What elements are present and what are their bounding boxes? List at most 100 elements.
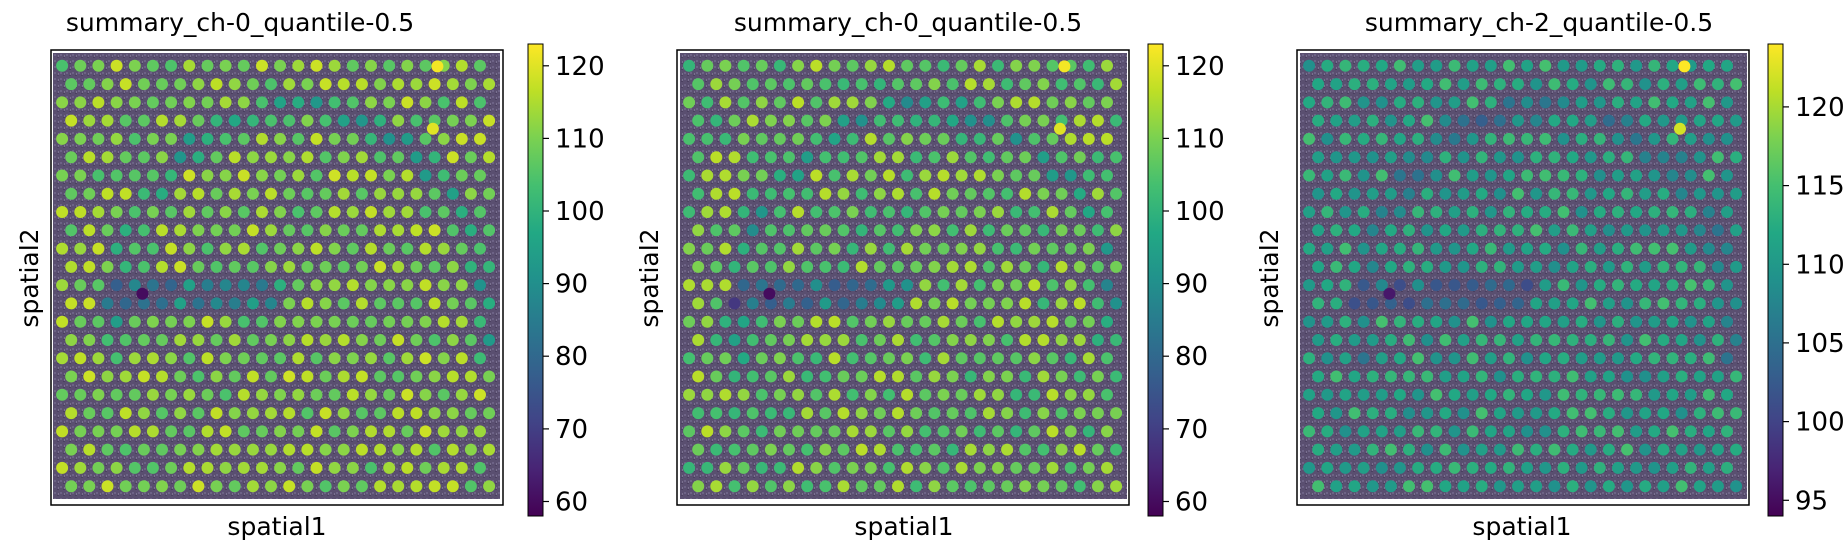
spot <box>846 279 859 292</box>
spot <box>274 169 287 182</box>
colorbar-tick-label: 100 <box>1175 197 1225 227</box>
spot <box>1439 187 1452 200</box>
spot <box>701 96 714 109</box>
spot <box>1321 352 1334 365</box>
spot <box>964 187 977 200</box>
spot <box>819 370 832 383</box>
spot <box>137 443 150 456</box>
spot <box>1666 388 1679 401</box>
spot <box>1730 370 1743 383</box>
spot <box>192 443 205 456</box>
spot <box>401 425 414 438</box>
spot <box>701 425 714 438</box>
spot <box>1010 206 1023 218</box>
spot <box>483 224 496 237</box>
spot <box>955 206 968 218</box>
spot <box>228 224 241 237</box>
spot <box>1082 206 1095 218</box>
spot <box>701 132 714 145</box>
spot <box>455 279 468 292</box>
spot <box>1521 59 1534 72</box>
spot <box>455 242 468 255</box>
spot <box>156 114 168 127</box>
spot <box>1475 370 1488 383</box>
spot <box>56 206 69 218</box>
spot <box>801 407 814 420</box>
spot <box>210 334 223 346</box>
spot <box>274 242 287 255</box>
spot <box>1330 224 1343 237</box>
spot <box>1330 260 1343 273</box>
spot <box>1019 260 1032 273</box>
spot <box>837 224 850 237</box>
spot <box>383 59 396 72</box>
spot <box>328 352 341 365</box>
spot <box>982 407 995 420</box>
spot <box>1630 279 1643 292</box>
spot <box>992 59 1004 72</box>
spot <box>137 370 150 383</box>
spot <box>1001 334 1014 346</box>
spot <box>483 260 496 273</box>
spot <box>101 114 114 127</box>
spot <box>1493 224 1506 237</box>
spot <box>755 425 768 438</box>
spot <box>1001 480 1014 493</box>
spot <box>474 59 486 72</box>
spot <box>374 224 387 237</box>
spot <box>1557 132 1570 145</box>
spot <box>1019 78 1032 91</box>
spot <box>374 370 387 383</box>
spot <box>401 461 414 474</box>
spot <box>1330 187 1343 200</box>
spot <box>1657 151 1670 164</box>
spot <box>1421 370 1434 383</box>
spot <box>1684 242 1697 255</box>
spot <box>1366 480 1379 493</box>
spot <box>310 242 323 255</box>
spot <box>1064 242 1077 255</box>
spot <box>92 315 105 328</box>
spot <box>1684 132 1697 145</box>
spot <box>1366 334 1379 346</box>
spot <box>392 114 405 127</box>
spot <box>237 352 250 365</box>
spot <box>846 425 859 438</box>
spot <box>437 279 450 292</box>
spot <box>701 169 714 182</box>
spot <box>265 443 277 456</box>
spot <box>1321 388 1334 401</box>
spot <box>719 388 732 401</box>
spot <box>1430 279 1443 292</box>
spot <box>328 461 341 474</box>
spot <box>1593 132 1606 145</box>
spot <box>1493 114 1506 127</box>
spot <box>183 352 196 365</box>
spot <box>410 407 423 420</box>
spot <box>773 388 786 401</box>
spot <box>1593 461 1606 474</box>
spot <box>1091 260 1104 273</box>
spot <box>1630 242 1643 255</box>
spot <box>1575 242 1588 255</box>
spot <box>346 242 359 255</box>
spot <box>746 443 759 456</box>
spot <box>446 407 459 420</box>
spot <box>1001 224 1014 237</box>
spot <box>237 59 250 72</box>
spot <box>692 334 705 346</box>
spot <box>228 151 241 164</box>
spot <box>74 132 87 145</box>
spot <box>928 187 941 200</box>
spot-highlight <box>1383 287 1396 300</box>
spot <box>1430 59 1443 72</box>
spot <box>710 224 723 237</box>
spot <box>1539 59 1552 72</box>
spot <box>1684 388 1697 401</box>
spot <box>1630 352 1643 365</box>
spot <box>1584 480 1597 493</box>
spot <box>192 480 205 493</box>
spot <box>392 187 405 200</box>
spot <box>764 443 777 456</box>
spot <box>110 279 123 292</box>
